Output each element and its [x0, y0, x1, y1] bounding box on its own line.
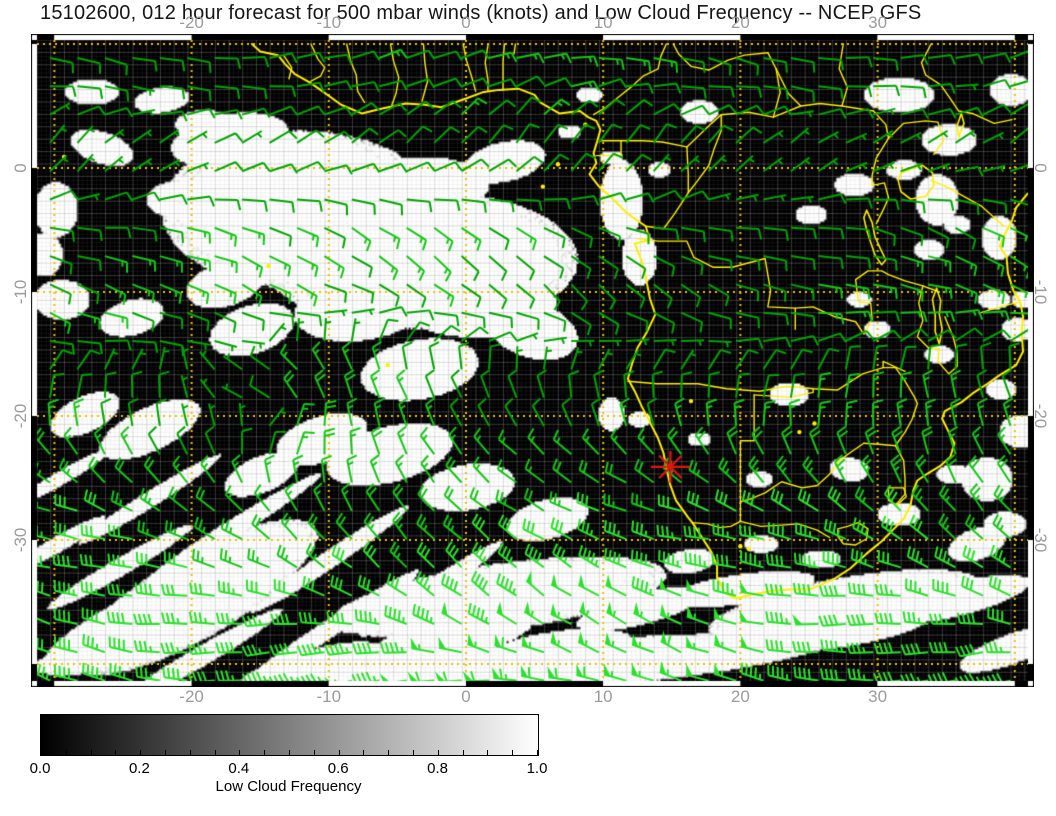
axis-tick-label: -30 — [11, 527, 30, 553]
colorbar-tick — [41, 750, 42, 755]
colorbar-tick — [487, 750, 489, 755]
colorbar-scale-value: 1.0 — [526, 760, 548, 777]
colorbar-scale-value: 0.2 — [128, 760, 150, 777]
colorbar-tick — [165, 750, 166, 755]
colorbar-tick — [189, 750, 191, 755]
colorbar-tick — [289, 750, 290, 755]
colorbar-tick — [140, 750, 142, 755]
axis-tick-label: -20 — [179, 13, 204, 32]
colorbar-tick — [512, 750, 514, 755]
axis-tick-label: 0 — [461, 687, 471, 706]
axis-tick-label: -10 — [1031, 279, 1050, 305]
colorbar-tick — [413, 750, 414, 755]
axis-tick-label: 0 — [11, 163, 30, 173]
page-title: 15102600, 012 hour forecast for 500 mbar… — [40, 2, 922, 24]
colorbar-scale-value: 0.4 — [228, 760, 250, 777]
colorbar-tick — [65, 750, 67, 755]
colorbar-tick — [239, 750, 241, 755]
colorbar-scale-value: 0.6 — [327, 760, 349, 777]
colorbar-scale-value: 0.8 — [427, 760, 449, 777]
colorbar-scale-value: 0.0 — [29, 760, 51, 777]
axis-tick-label: 10 — [593, 13, 613, 32]
axis-tick-label: 30 — [868, 687, 888, 706]
colorbar-tick — [363, 750, 365, 755]
colorbar-tick — [264, 750, 266, 755]
axis-tick-label: -20 — [179, 687, 204, 706]
colorbar-tick — [338, 750, 340, 755]
colorbar-tick — [537, 750, 538, 755]
colorbar-tick — [462, 750, 464, 755]
axis-tick-label: -20 — [1031, 403, 1050, 429]
axis-tick-label: -20 — [11, 403, 30, 429]
colorbar-tick — [115, 750, 117, 755]
colorbar-caption: Low Cloud Frequency — [215, 778, 362, 795]
axis-tick-label: 30 — [868, 13, 888, 32]
colorbar-tick — [214, 750, 216, 755]
axis-tick-label: 20 — [730, 13, 750, 32]
axis-tick-label: -30 — [1031, 527, 1050, 553]
colorbar-tick — [388, 750, 390, 755]
colorbar-tick — [313, 750, 315, 755]
axis-tick-label: 0 — [461, 13, 471, 32]
axis-tick-label: -10 — [11, 279, 30, 305]
colorbar-tick — [90, 750, 92, 755]
axis-tick-label: 10 — [593, 687, 613, 706]
colorbar-tick — [437, 750, 439, 755]
map-canvas — [31, 34, 1034, 687]
colorbar-gradient — [40, 714, 539, 756]
axis-tick-label: 20 — [730, 687, 750, 706]
axis-tick-label: 0 — [1031, 163, 1050, 173]
axis-tick-label: -10 — [316, 687, 342, 706]
axis-tick-label: -10 — [316, 13, 342, 32]
